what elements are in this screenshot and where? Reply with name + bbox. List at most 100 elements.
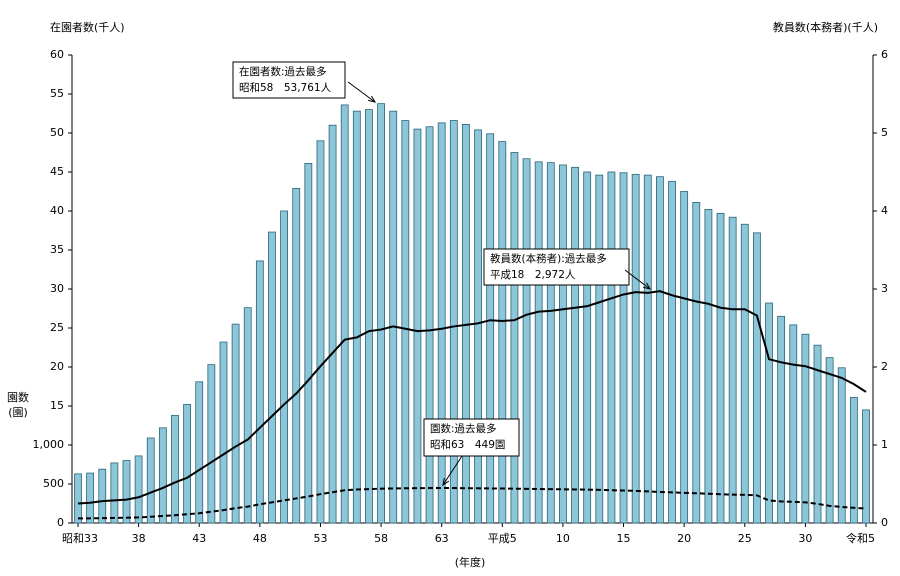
bar <box>862 409 870 524</box>
bar <box>86 472 95 524</box>
bar <box>110 462 119 524</box>
y-tick-label: 60 <box>50 48 64 61</box>
bar <box>146 437 155 524</box>
bar <box>583 171 592 524</box>
bar <box>231 323 240 524</box>
bar <box>849 397 858 524</box>
annotation-text: 園数:過去最多 <box>430 422 497 435</box>
bar <box>692 202 701 524</box>
y2-tick-label: 5 <box>881 126 888 139</box>
annotation-arrowhead <box>368 95 377 103</box>
annotation-box <box>423 418 520 457</box>
line-series <box>78 486 867 520</box>
x-tick-label: 15 <box>617 532 631 545</box>
bar <box>280 210 288 524</box>
bar <box>656 176 664 524</box>
line-series <box>77 290 867 505</box>
bar <box>534 161 543 524</box>
annotation-text: 教員数(本務者):過去最多 <box>490 252 607 265</box>
y-tick-label: 15 <box>50 399 64 412</box>
y-tick-label: 35 <box>50 243 64 256</box>
y-axis-title: 在園者数(千人) <box>50 21 125 34</box>
bar <box>680 191 689 524</box>
annotation-text: 平成18 2,972人 <box>490 269 576 281</box>
bar <box>158 427 167 524</box>
x-tick-label: 63 <box>435 532 449 545</box>
bar <box>98 468 107 524</box>
bar <box>474 129 482 524</box>
bar <box>607 171 616 524</box>
bar <box>813 344 822 524</box>
y-tick-label: 40 <box>50 204 64 217</box>
bar <box>74 473 82 524</box>
bar <box>704 209 713 524</box>
bar <box>595 174 604 524</box>
x-tick-label: 令和5 <box>846 531 875 545</box>
annotation-text: 在園者数:過去最多 <box>239 65 327 78</box>
bar <box>352 110 361 524</box>
y3-axis-title: 園数 <box>7 391 29 404</box>
bar <box>304 163 313 524</box>
bar <box>207 364 216 524</box>
x-tick-label: 昭和33 <box>62 532 98 545</box>
bar <box>183 404 192 524</box>
bar <box>498 141 507 524</box>
bar <box>171 414 179 524</box>
bar <box>365 109 373 524</box>
annotation-arrowhead <box>442 478 450 487</box>
x-tick-label: 38 <box>132 532 146 545</box>
bar <box>413 128 422 524</box>
bar <box>449 120 458 524</box>
bar <box>559 164 567 524</box>
x-tick-label: 20 <box>677 532 691 545</box>
bar <box>401 120 410 524</box>
bar <box>740 223 749 524</box>
x-tick-label: 53 <box>313 532 327 545</box>
y-tick-label: 20 <box>50 360 64 373</box>
bar <box>268 231 276 524</box>
bar <box>389 110 398 524</box>
y-tick-label: 50 <box>50 126 64 139</box>
y-tick-label: 25 <box>50 321 64 334</box>
bar <box>377 103 385 524</box>
bar <box>546 162 555 524</box>
y2-axis-title: 教員数(本務者)(千人) <box>773 20 878 34</box>
bar <box>292 187 301 524</box>
y-tick-label: 45 <box>50 165 64 178</box>
bar <box>668 180 676 524</box>
x-tick-label: 58 <box>374 532 388 545</box>
annotation-arrow <box>624 269 651 290</box>
y2-tick-label: 1 <box>881 438 888 451</box>
x-tick-label: 25 <box>738 532 752 545</box>
bar <box>425 126 434 524</box>
bar <box>486 133 495 524</box>
annotation-arrowhead <box>643 282 652 290</box>
bar <box>643 174 652 524</box>
bar <box>134 455 143 524</box>
y2-tick-label: 2 <box>881 360 888 373</box>
y3-axis-title: (園) <box>8 406 28 419</box>
bar <box>328 124 337 524</box>
bar <box>243 307 252 524</box>
y-tick-label: 30 <box>50 282 64 295</box>
annotation-arrow <box>442 455 463 486</box>
bar <box>631 173 640 524</box>
bar <box>219 341 228 524</box>
bar <box>195 381 204 524</box>
annotation-box <box>483 248 630 286</box>
bar <box>316 140 325 524</box>
bar <box>789 324 798 524</box>
bar <box>716 212 725 524</box>
bar <box>437 122 446 524</box>
y2-tick-label: 4 <box>881 204 888 217</box>
bar <box>801 333 810 524</box>
y2-tick-label: 0 <box>881 516 888 529</box>
annotation-text: 昭和58 53,761人 <box>239 82 332 94</box>
annotation-box <box>232 61 346 99</box>
y-tick-label: 1,000 <box>33 438 65 451</box>
y-tick-label: 500 <box>43 477 64 490</box>
bar <box>522 158 531 524</box>
bar <box>837 367 846 524</box>
y-tick-label: 0 <box>57 516 64 529</box>
